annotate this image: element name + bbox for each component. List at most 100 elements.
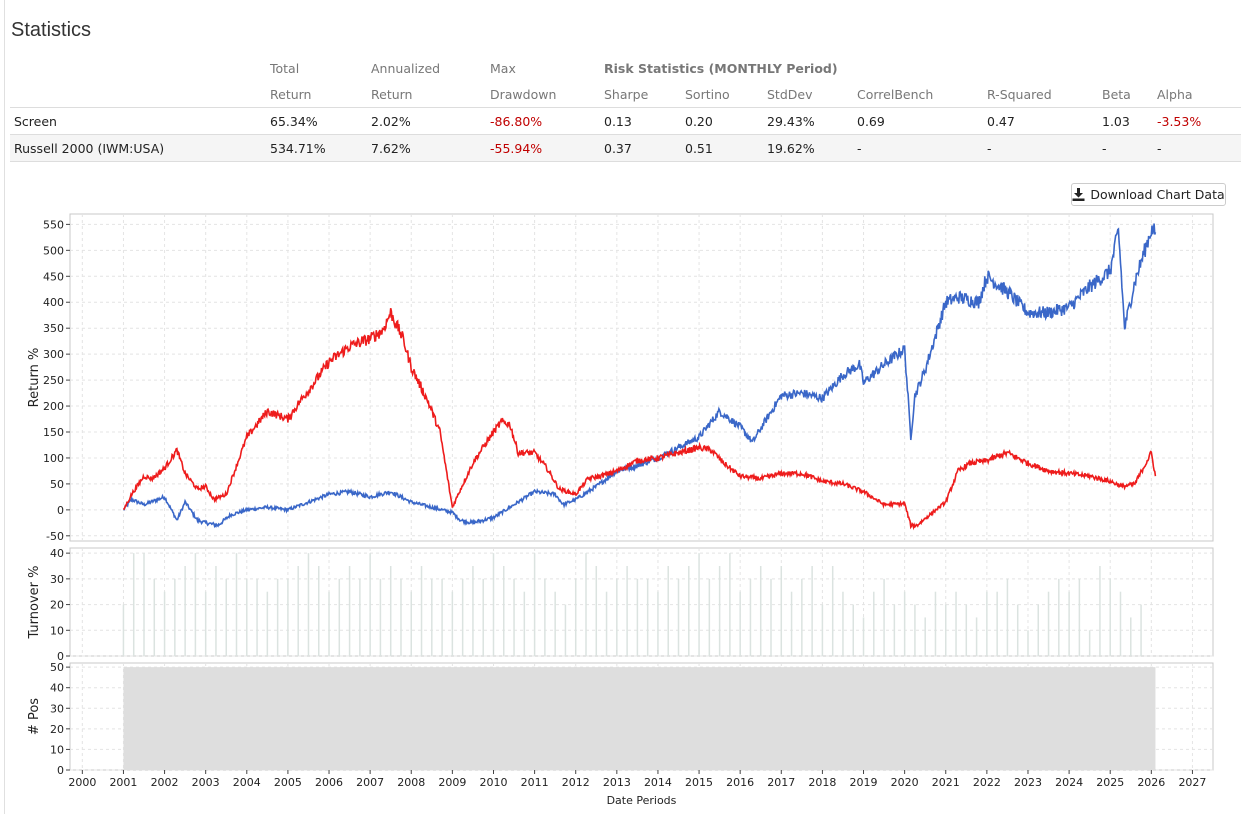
table-cell: 0.13 <box>600 107 681 135</box>
download-icon <box>1072 188 1085 201</box>
plot-frame <box>69 547 1214 657</box>
turnover-y-axis-label: Turnover % <box>27 565 42 639</box>
table-cell: 0.20 <box>681 107 763 135</box>
download-chart-data-button[interactable]: Download Chart Data <box>1071 183 1226 206</box>
x-tick-label: 2010 <box>479 776 507 789</box>
x-tick-label: 2027 <box>1178 776 1206 789</box>
y-tick-label: 0 <box>57 764 64 777</box>
header-row-2: Return Return Drawdown Sharpe Sortino St… <box>10 81 1241 108</box>
return-y-axis: -50 0 50 100 150 200 250 300 350 400 450 500 550 <box>43 218 70 543</box>
header-cell: Max <box>490 60 516 76</box>
header-cell: Return <box>367 81 486 108</box>
header-cell: Drawdown <box>486 81 600 108</box>
x-axis-label: Date Periods <box>607 794 677 807</box>
x-tick-label: 2022 <box>973 776 1001 789</box>
positions-y-axis: 0 10 20 30 40 50 <box>50 661 70 777</box>
y-tick-label: 50 <box>50 661 64 674</box>
y-tick-label: 40 <box>50 547 64 560</box>
table-cell: - <box>1098 134 1153 162</box>
positions-area <box>123 667 1156 770</box>
benchmark-return-line <box>123 223 1157 529</box>
table-cell: Screen <box>10 107 266 135</box>
x-tick-label: 2001 <box>109 776 137 789</box>
table-cell: 0.37 <box>600 134 681 162</box>
table-cell: -86.80% <box>486 107 600 135</box>
header-row-1: Total Annualized Max Risk Statistics (MO… <box>10 55 1241 81</box>
x-tick-label: 2025 <box>1096 776 1124 789</box>
positions-panel: 0 10 20 30 40 50 # Pos <box>27 661 1214 777</box>
x-tick-label: 2018 <box>808 776 836 789</box>
header-cell: Sortino <box>681 81 763 108</box>
x-tick-label: 2019 <box>850 776 878 789</box>
x-tick-label: 2002 <box>151 776 179 789</box>
y-tick-label: 0 <box>57 504 64 517</box>
y-tick-label: 20 <box>50 723 64 736</box>
y-tick-label: 30 <box>50 573 64 586</box>
plot-frame <box>69 213 1214 542</box>
table-cell: 534.71% <box>266 134 367 162</box>
turnover-panel: 0 10 20 30 40 Turnover % <box>27 547 1214 663</box>
x-tick-label: 2009 <box>438 776 466 789</box>
statistics-table: Total Annualized Max Risk Statistics (MO… <box>10 55 1241 162</box>
x-axis: 2000 2001 2002 2003 2004 2005 2006 2007 2008 2009… <box>68 770 1206 807</box>
table-cell: 0.69 <box>853 107 983 135</box>
table-cell: - <box>1153 134 1241 162</box>
header-cell: Return <box>266 81 367 108</box>
page-title: Statistics <box>11 19 92 41</box>
y-tick-label: -50 <box>46 530 64 543</box>
header-cell: Annualized <box>371 60 441 76</box>
y-tick-label: 500 <box>43 244 64 257</box>
x-tick-label: 2015 <box>685 776 713 789</box>
header-cell <box>10 81 266 108</box>
header-cell: R-Squared <box>983 81 1098 108</box>
x-tick-label: 2017 <box>767 776 795 789</box>
header-cell: CorrelBench <box>853 81 983 108</box>
y-tick-label: 550 <box>43 218 64 231</box>
screen-return-line <box>122 308 1157 531</box>
y-tick-label: 150 <box>43 426 64 439</box>
table-cell: -3.53% <box>1153 107 1241 135</box>
x-tick-label: 2008 <box>397 776 425 789</box>
table-row-screen: Screen 65.34% 2.02% -86.80% 0.13 0.20 29… <box>10 107 1241 135</box>
y-tick-label: 250 <box>43 374 64 387</box>
x-tick-label: 2026 <box>1137 776 1165 789</box>
header-cell: Beta <box>1098 81 1153 108</box>
y-tick-label: 50 <box>50 478 64 491</box>
y-tick-label: 300 <box>43 348 64 361</box>
turnover-y-axis: 0 10 20 30 40 <box>50 547 70 663</box>
table-cell: 19.62% <box>763 134 853 162</box>
y-tick-label: 350 <box>43 322 64 335</box>
x-tick-label: 2000 <box>68 776 96 789</box>
x-tick-label: 2023 <box>1014 776 1042 789</box>
page-left-border <box>4 0 5 814</box>
x-tick-label: 2003 <box>192 776 220 789</box>
x-tick-label: 2014 <box>644 776 672 789</box>
table-cell: 7.62% <box>367 134 486 162</box>
header-cell: Alpha <box>1153 81 1241 108</box>
table-cell: 0.51 <box>681 134 763 162</box>
header-cell: Sharpe <box>600 81 681 108</box>
x-tick-label: 2004 <box>233 776 261 789</box>
table-cell: 1.03 <box>1098 107 1153 135</box>
y-tick-label: 100 <box>43 452 64 465</box>
x-tick-label: 2013 <box>603 776 631 789</box>
y-tick-label: 10 <box>50 624 64 637</box>
x-tick-label: 2020 <box>891 776 919 789</box>
y-tick-label: 450 <box>43 270 64 283</box>
table-cell: 65.34% <box>266 107 367 135</box>
positions-y-axis-label: # Pos <box>27 698 42 735</box>
x-tick-label: 2021 <box>932 776 960 789</box>
y-tick-label: 200 <box>43 400 64 413</box>
table-cell: - <box>983 134 1098 162</box>
y-tick-label: 40 <box>50 682 64 695</box>
table-cell: 2.02% <box>367 107 486 135</box>
y-tick-label: 30 <box>50 702 64 715</box>
download-button-label: Download Chart Data <box>1090 187 1225 202</box>
table-cell: 29.43% <box>763 107 853 135</box>
header-cell: Total <box>270 60 300 76</box>
x-tick-label: 2006 <box>315 776 343 789</box>
x-tick-label: 2011 <box>521 776 549 789</box>
x-tick-label: 2007 <box>356 776 384 789</box>
return-y-axis-label: Return % <box>27 348 42 408</box>
